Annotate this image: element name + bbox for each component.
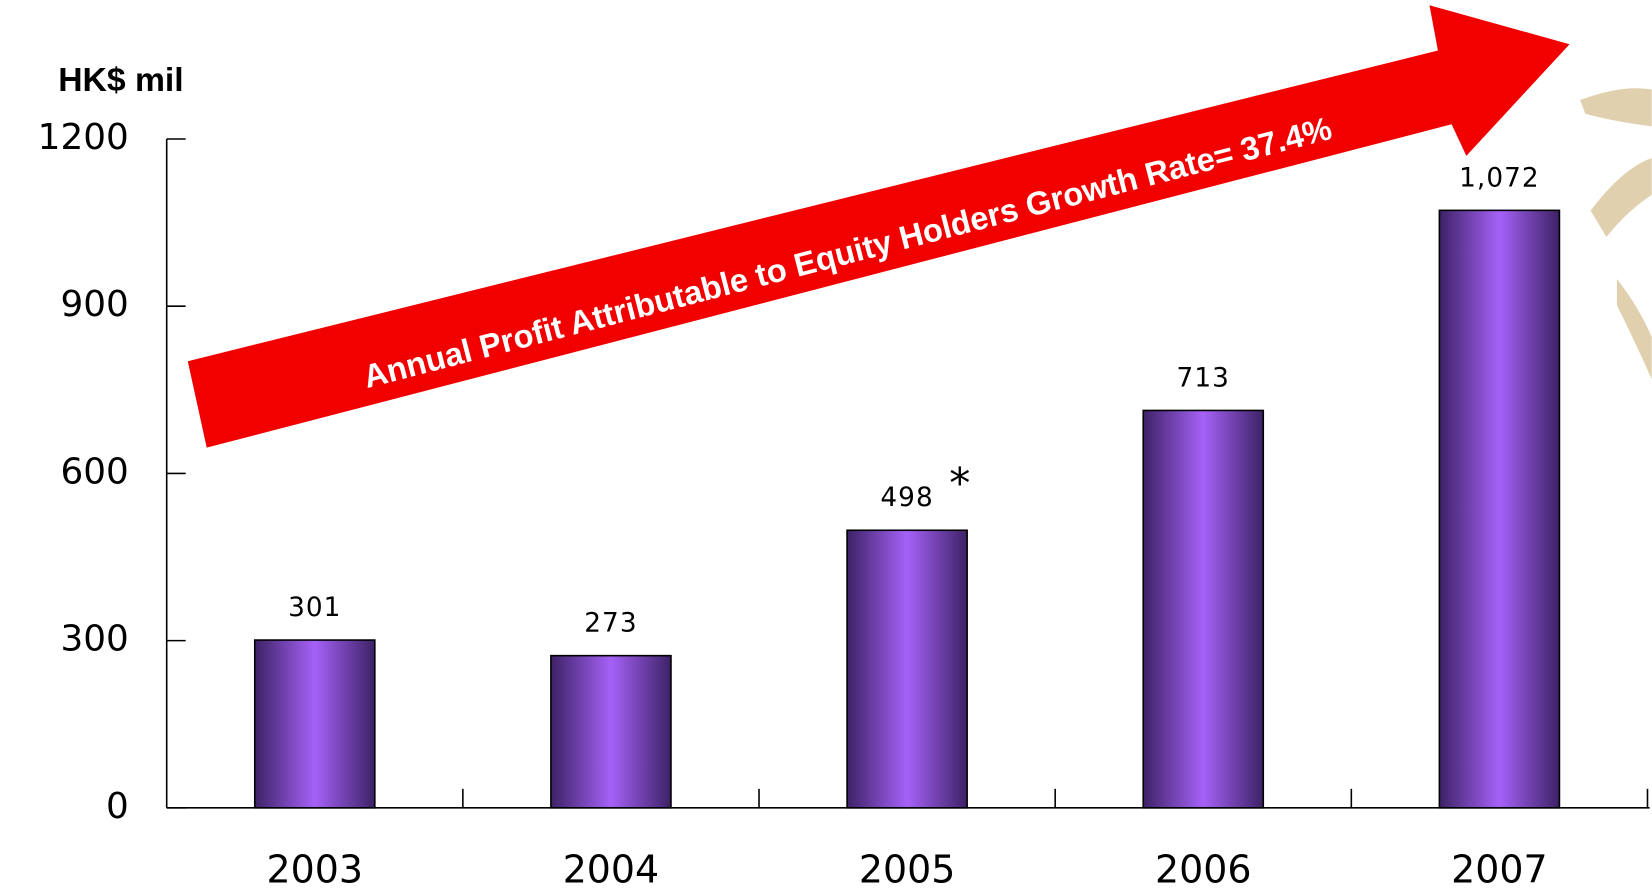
y-tick-label: 300 bbox=[60, 619, 128, 660]
value-label: 301 bbox=[288, 593, 341, 623]
x-tick-label: 2006 bbox=[1155, 848, 1251, 891]
decoration bbox=[1591, 158, 1652, 237]
y-unit-label: HK$ mil bbox=[58, 61, 183, 99]
bar bbox=[847, 530, 967, 808]
y-tick-label: 0 bbox=[106, 786, 129, 827]
bar bbox=[551, 656, 671, 808]
x-tick-label: 2003 bbox=[267, 848, 363, 891]
x-tick-label: 2007 bbox=[1451, 848, 1547, 891]
value-label: 713 bbox=[1177, 363, 1230, 393]
y-tick-label: 900 bbox=[60, 284, 128, 325]
value-label: 498 bbox=[880, 483, 933, 513]
banner-text: Annual Profit Attributable to Equity Hol… bbox=[359, 109, 1335, 395]
annotation: * bbox=[949, 459, 970, 508]
bar bbox=[1439, 210, 1559, 807]
decoration bbox=[1580, 88, 1652, 126]
bar bbox=[255, 640, 375, 808]
decoration bbox=[1617, 279, 1652, 379]
y-tick-label: 600 bbox=[60, 451, 128, 492]
x-tick-label: 2005 bbox=[859, 848, 955, 891]
y-tick-label: 1200 bbox=[38, 117, 129, 158]
x-tick-label: 2004 bbox=[563, 848, 659, 891]
value-label: 273 bbox=[584, 609, 637, 639]
page: {"chart_data": {"type": "bar", "y_unit_l… bbox=[0, 0, 1652, 891]
chart: Annual Profit Attributable to Equity Hol… bbox=[0, 0, 1652, 891]
bar bbox=[1143, 410, 1263, 807]
value-label: 1,072 bbox=[1459, 163, 1540, 193]
